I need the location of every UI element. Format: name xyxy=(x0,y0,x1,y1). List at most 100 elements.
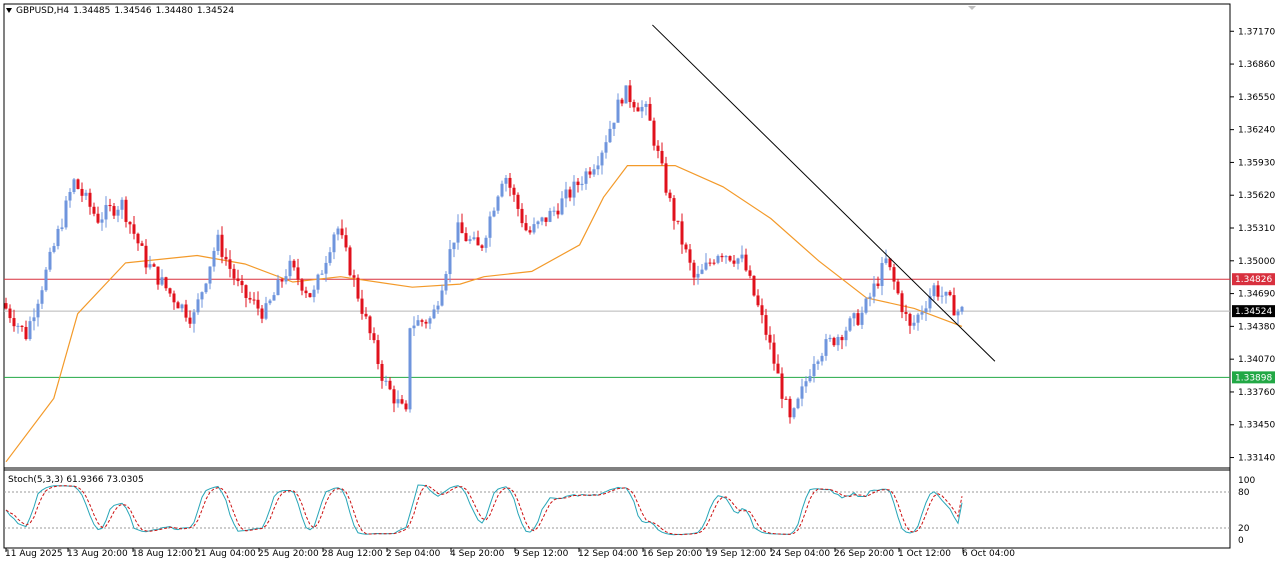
time-tick-label: 26 Sep 20:00 xyxy=(834,549,894,559)
candle-body xyxy=(252,299,256,301)
candle-body xyxy=(304,290,308,294)
shift-marker-icon[interactable] xyxy=(968,6,976,10)
candle-body xyxy=(600,152,604,166)
stochastic-main-value: 61.9366 xyxy=(66,475,104,485)
candle-body xyxy=(224,256,228,260)
candle-body xyxy=(344,235,348,248)
candle-body xyxy=(336,228,340,235)
candle-body xyxy=(564,189,568,199)
price-tick-label: 1.34690 xyxy=(1238,290,1275,300)
candle-body xyxy=(920,312,924,315)
candle-body xyxy=(952,295,956,316)
candle-body xyxy=(328,252,332,263)
time-tick-label: 25 Aug 20:00 xyxy=(258,549,319,559)
candle-body xyxy=(544,217,548,222)
candle-body xyxy=(124,199,128,222)
candle-body xyxy=(916,314,920,323)
time-axis: 11 Aug 2025 13 Aug 20:00 18 Aug 12:00 21 Au… xyxy=(5,548,1015,559)
candle-body xyxy=(644,103,648,107)
price-tick-label: 1.35620 xyxy=(1238,191,1275,201)
candle-body xyxy=(876,283,880,286)
candle-body xyxy=(836,337,840,346)
candle-body xyxy=(788,398,792,418)
candle-body xyxy=(660,150,664,164)
price-tick-label: 1.35310 xyxy=(1238,224,1275,234)
candle-body xyxy=(628,85,632,103)
candle-body xyxy=(200,292,204,300)
candle-body xyxy=(4,303,8,309)
candle-body xyxy=(464,233,468,242)
candle-body xyxy=(604,142,608,153)
price-tick-label: 1.34380 xyxy=(1238,322,1275,332)
candle-body xyxy=(368,316,372,334)
trendline[interactable] xyxy=(652,24,996,362)
price-tick-label: 1.33450 xyxy=(1238,421,1275,431)
candle-body xyxy=(460,222,464,234)
candle-body xyxy=(396,399,400,404)
candle-body xyxy=(892,267,896,282)
low-value: 1.34480 xyxy=(155,6,193,16)
candle-body xyxy=(444,274,448,291)
candle-body xyxy=(388,380,392,390)
candle-body xyxy=(308,293,312,298)
candle-body xyxy=(72,179,76,193)
candle-body xyxy=(504,177,508,184)
price-tick-label: 1.35930 xyxy=(1238,158,1275,168)
candle-body xyxy=(808,376,812,382)
candle-body xyxy=(100,219,104,223)
candle-body xyxy=(172,293,176,303)
candle-body xyxy=(276,279,280,296)
candle-body xyxy=(256,299,260,309)
candle-body xyxy=(128,221,132,225)
resistance-price-label: 1.34826 xyxy=(1235,275,1272,285)
horizontal-levels[interactable] xyxy=(4,278,1230,378)
candle-body xyxy=(592,169,596,175)
candle-body xyxy=(824,339,828,356)
candle-body xyxy=(784,398,788,400)
trendline-line xyxy=(652,24,996,362)
candle-body xyxy=(56,228,60,247)
candle-body xyxy=(656,145,660,151)
candle-body xyxy=(664,163,668,193)
candle-body xyxy=(76,179,80,189)
candle-body xyxy=(488,216,492,238)
candle-body xyxy=(748,270,752,276)
candle-body xyxy=(432,309,436,319)
price-labels: 1.34826 1.34524 1.33898 xyxy=(1232,273,1275,384)
candle-body xyxy=(516,194,520,209)
candle-body xyxy=(616,99,620,123)
candle-body xyxy=(168,288,172,294)
candle-body xyxy=(64,200,68,228)
symbol-label: GBPUSD,H4 xyxy=(16,6,70,16)
candle-body xyxy=(520,208,524,224)
candle-body xyxy=(164,277,168,289)
candle-body xyxy=(156,266,160,285)
candle-body xyxy=(192,312,196,324)
candle-body xyxy=(264,303,268,319)
candle-body xyxy=(116,209,120,216)
candle-body xyxy=(320,273,324,275)
candle-body xyxy=(440,290,444,306)
candle-body xyxy=(108,204,112,207)
candle-body xyxy=(380,363,384,381)
candle-body xyxy=(448,249,452,275)
candle-body xyxy=(720,255,724,258)
candle-body xyxy=(640,106,644,112)
price-tick-label: 1.35000 xyxy=(1238,257,1275,267)
dropdown-triangle-icon[interactable] xyxy=(6,8,12,13)
candle-body xyxy=(832,337,836,346)
candle-body xyxy=(260,308,264,319)
candle-body xyxy=(472,237,476,240)
time-tick-label: 13 Aug 20:00 xyxy=(67,549,128,559)
stochastic-name: Stoch(5,3,3) xyxy=(8,475,64,485)
close-value: 1.34524 xyxy=(196,6,235,16)
candle-body xyxy=(364,313,368,317)
price-tick-label: 1.36550 xyxy=(1238,93,1275,103)
candle-body xyxy=(144,245,148,268)
candle-body xyxy=(120,199,124,210)
candle-body xyxy=(272,295,276,301)
candle-body xyxy=(760,305,764,316)
candle-body xyxy=(572,181,576,198)
candle-body xyxy=(904,312,908,314)
